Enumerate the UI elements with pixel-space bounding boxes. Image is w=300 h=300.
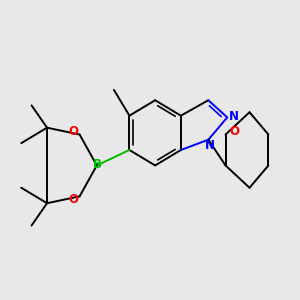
Text: O: O	[68, 124, 79, 138]
Text: O: O	[229, 124, 239, 138]
Text: N: N	[205, 140, 215, 152]
Text: B: B	[93, 158, 102, 171]
Text: N: N	[228, 110, 239, 123]
Text: O: O	[68, 193, 79, 206]
